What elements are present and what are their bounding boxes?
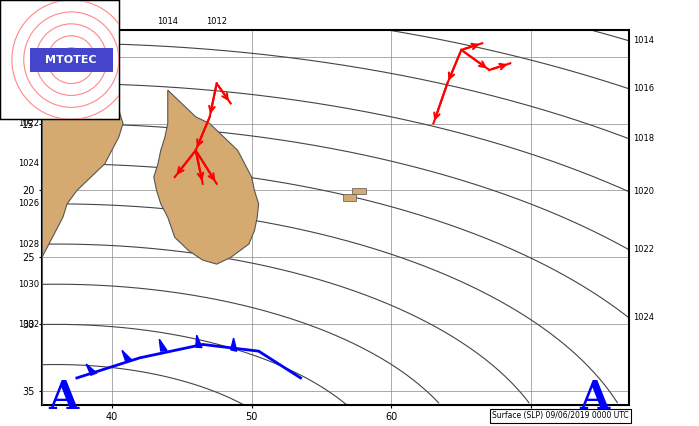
Text: 1014: 1014 [633,36,654,45]
Text: 1018: 1018 [633,134,654,143]
Polygon shape [343,195,356,201]
Polygon shape [42,57,123,405]
Polygon shape [122,350,132,362]
Text: 1026: 1026 [18,199,39,208]
Polygon shape [231,338,237,351]
Text: 1014: 1014 [157,17,178,26]
Polygon shape [154,90,259,264]
Text: 1020: 1020 [18,79,39,88]
Text: 1032: 1032 [18,320,39,329]
Text: 1028: 1028 [18,240,39,249]
Text: 1024: 1024 [18,159,39,168]
Text: A: A [579,379,610,417]
Bar [30,48,113,72]
Polygon shape [159,339,167,351]
Text: 1020: 1020 [633,187,654,196]
Text: 1024: 1024 [633,314,654,322]
Polygon shape [352,188,366,195]
Text: 1030: 1030 [18,280,39,289]
Text: 1016: 1016 [633,84,654,93]
Text: 1012: 1012 [206,17,227,26]
Text: Surface (SLP) 09/06/2019 0000 UTC: Surface (SLP) 09/06/2019 0000 UTC [493,412,629,420]
Text: A: A [48,379,78,417]
Text: 1018: 1018 [18,39,39,48]
Polygon shape [196,335,202,348]
Text: MTOTEC: MTOTEC [45,55,97,65]
Polygon shape [86,364,96,375]
Text: 1022: 1022 [18,119,39,128]
Text: 1022: 1022 [633,245,654,254]
